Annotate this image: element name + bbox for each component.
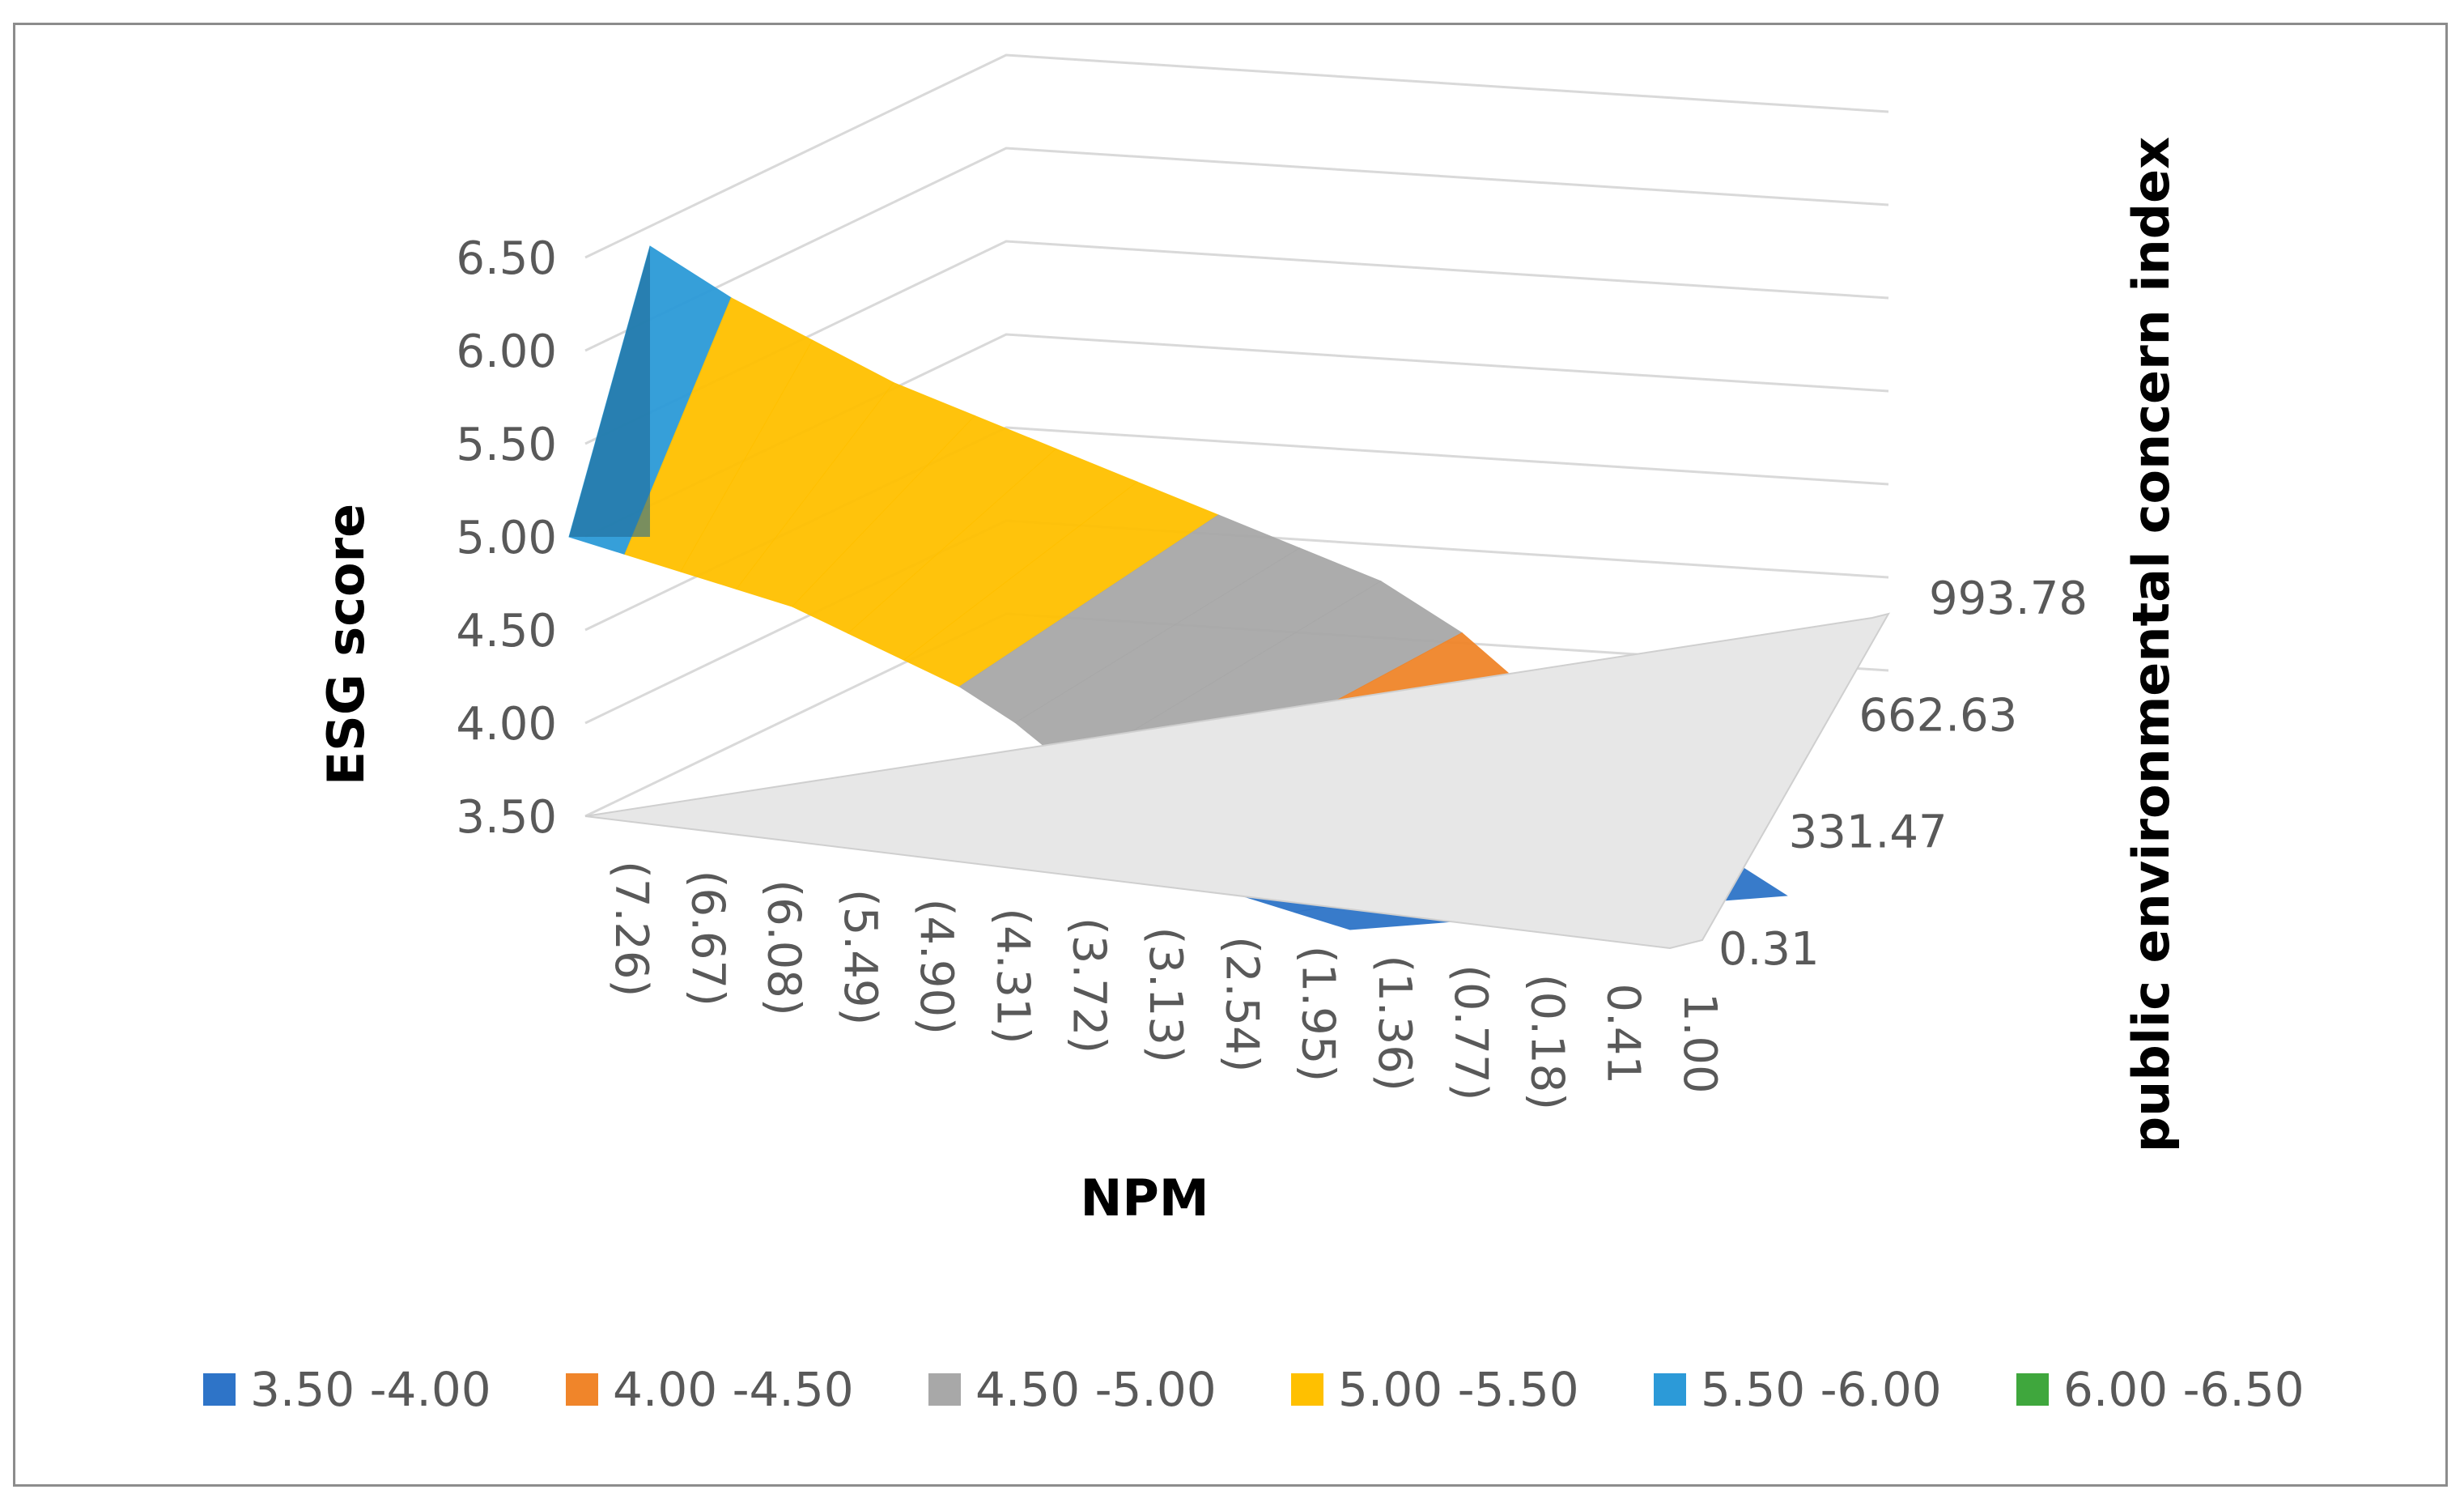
x-tick-label: (4.31) <box>986 908 1039 1044</box>
legend: 3.50 -4.00 4.00 -4.50 4.50 -5.00 5.00 -5.50… <box>203 1362 2305 1417</box>
legend-label: 4.00 -4.50 <box>613 1362 854 1417</box>
z-tick-label: 5.50 <box>456 419 557 471</box>
floor-edge <box>584 612 1891 950</box>
legend-label: 5.50 -6.00 <box>1701 1362 1942 1417</box>
x-tick-label: (0.18) <box>1520 974 1573 1110</box>
x-tick-label: (7.26) <box>605 861 657 997</box>
x-tick-label: (1.36) <box>1368 955 1421 1091</box>
x-tick-label: (3.13) <box>1139 927 1192 1063</box>
x-tick-label: (6.67) <box>681 870 733 1006</box>
z-tick-label: 6.00 <box>456 326 557 378</box>
legend-swatch <box>1291 1373 1323 1406</box>
x-tick-label: (1.95) <box>1292 946 1345 1082</box>
surface-left-wall <box>569 246 650 537</box>
x-tick-label: (0.77) <box>1444 964 1497 1100</box>
y-tick-label: 0.31 <box>1718 923 1820 976</box>
z-axis-title: ESG score <box>316 504 376 785</box>
legend-label: 3.50 -4.00 <box>250 1362 491 1417</box>
legend-swatch <box>2016 1373 2049 1406</box>
legend-swatch <box>203 1373 236 1406</box>
x-tick-label: 1.00 <box>1673 993 1726 1094</box>
y-axis-ticks: 0.31 331.47 662.63 993.78 <box>1718 572 2088 976</box>
y-tick-label: 993.78 <box>1929 572 2088 625</box>
chart-frame: 3.50 4.00 4.50 5.00 5.50 6.00 6.50 (7.26) (6.67… <box>13 23 2448 1487</box>
z-axis-ticks: 3.50 4.00 4.50 5.00 5.50 6.00 6.50 <box>456 232 557 844</box>
z-tick-label: 5.00 <box>456 512 557 564</box>
x-axis-ticks: (7.26) (6.67) (6.08) (5.49) (4.90) (4.31) (3.7… <box>605 861 1726 1110</box>
z-tick-label: 3.50 <box>456 791 557 844</box>
z-tick-label: 4.00 <box>456 698 557 751</box>
x-tick-label: (5.49) <box>834 889 886 1025</box>
gridline <box>584 53 1889 259</box>
y-tick-label: 662.63 <box>1859 689 2017 742</box>
floor-plane <box>584 612 1891 950</box>
z-tick-label: 6.50 <box>456 232 557 285</box>
x-tick-label: (6.08) <box>758 879 810 1015</box>
y-axis-title: public environmental concern index <box>2122 137 2181 1152</box>
legend-swatch <box>1654 1373 1686 1406</box>
x-tick-label: 0.41 <box>1597 983 1650 1084</box>
x-axis-title: NPM <box>1080 1168 1209 1228</box>
gridline <box>584 147 1889 352</box>
z-tick-label: 4.50 <box>456 605 557 658</box>
surface-chart: 3.50 4.00 4.50 5.00 5.50 6.00 6.50 (7.26) (6.67… <box>203 53 2305 1417</box>
legend-label: 5.00 -5.50 <box>1338 1362 1579 1417</box>
x-tick-label: (2.54) <box>1215 936 1268 1072</box>
legend-swatch <box>566 1373 598 1406</box>
legend-swatch <box>928 1373 961 1406</box>
legend-label: 4.50 -5.00 <box>975 1362 1217 1417</box>
x-tick-label: (3.72) <box>1063 917 1115 1053</box>
y-tick-label: 331.47 <box>1789 806 1948 859</box>
legend-label: 6.00 -6.50 <box>2063 1362 2305 1417</box>
x-tick-label: (4.90) <box>910 899 962 1035</box>
